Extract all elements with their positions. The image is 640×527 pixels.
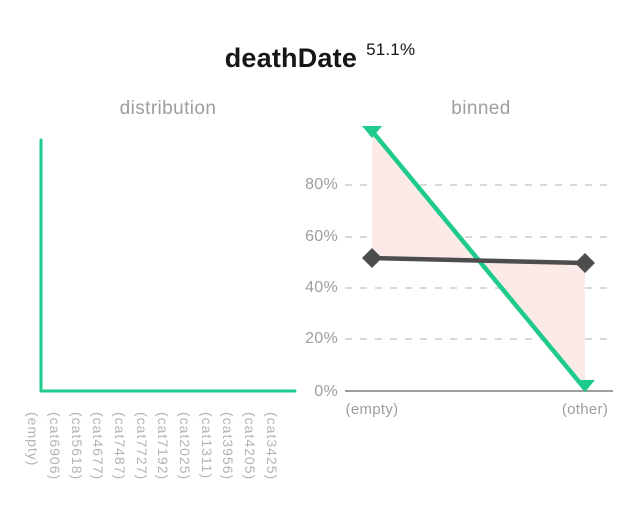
diamond-marker-right — [575, 253, 595, 273]
dist-cat-label: (cat7192) — [155, 412, 171, 481]
dist-cat-label: (cat3956) — [220, 412, 236, 481]
binned-panel-title: binned — [451, 98, 511, 119]
dist-cat-label: (cat6906) — [47, 412, 63, 481]
dist-cat-label: (cat1311) — [199, 412, 215, 480]
feature-metric-value: 51.1% — [366, 40, 416, 59]
ytick-80: 80% — [305, 176, 338, 193]
dist-cat-label: (cat4677) — [90, 412, 106, 481]
ytick-40: 40% — [305, 279, 338, 296]
ytick-0: 0% — [314, 383, 338, 400]
dist-cat-label: (cat5618) — [69, 412, 85, 481]
diamond-marker-left — [362, 248, 382, 268]
dist-cat-label: (cat7727) — [134, 412, 150, 481]
dist-cat-label: (cat7487) — [112, 412, 128, 481]
dist-cat-label: (empty) — [25, 412, 41, 467]
triangle-marker-start — [362, 126, 382, 138]
ytick-60: 60% — [305, 228, 338, 245]
distribution-line — [39, 138, 297, 393]
feature-title-block: deathDate 51.1% — [0, 40, 640, 74]
dist-cat-label: (cat3425) — [264, 412, 280, 481]
ytick-20: 20% — [305, 330, 338, 347]
distribution-panel-title: distribution — [119, 98, 217, 119]
dist-cat-label: (cat4205) — [242, 412, 258, 481]
feature-name: deathDate — [224, 43, 358, 73]
binned-metric-line — [369, 255, 588, 266]
binned-xtick-other: (other) — [561, 401, 609, 418]
dist-cat-label: (cat2025) — [177, 412, 193, 481]
binned-xtick-empty: (empty) — [345, 401, 399, 418]
triangle-marker-end — [575, 380, 595, 392]
